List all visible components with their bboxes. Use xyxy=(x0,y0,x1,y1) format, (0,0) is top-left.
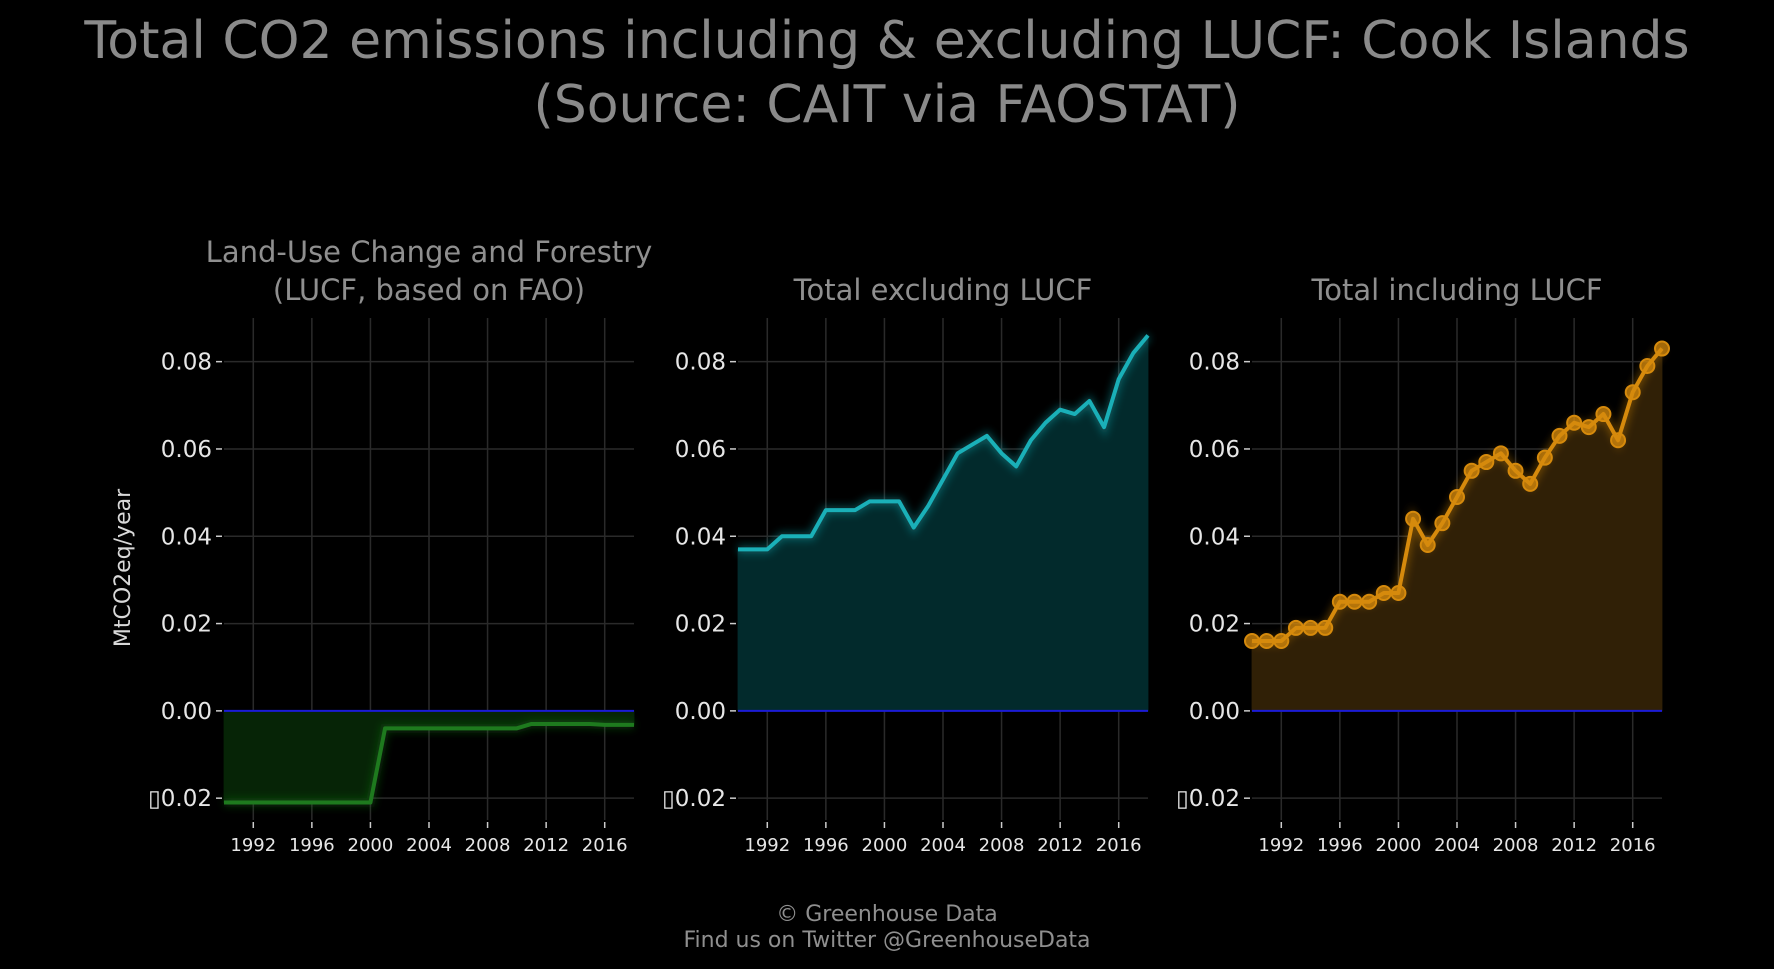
data-point xyxy=(1361,593,1378,610)
chart-panels: ▯0.02 0.00 0.02 0.04 0.06 0.08 1992 1996 2000 200… xyxy=(111,235,1670,856)
y-tick-label: 0.02 xyxy=(675,612,726,638)
x-tick-label: 2004 xyxy=(406,835,452,856)
y-tick-label: 0.00 xyxy=(675,699,726,725)
x-tick-label: 1996 xyxy=(803,835,849,856)
x-tick-label: 1996 xyxy=(1317,835,1363,856)
data-point xyxy=(1434,515,1451,532)
data-point xyxy=(1551,427,1568,444)
y-tick-label: 0.04 xyxy=(1189,524,1240,550)
data-point xyxy=(1566,414,1583,431)
data-point xyxy=(1375,585,1392,602)
x-tick-label: 2000 xyxy=(862,835,908,856)
x-tick-label: 2012 xyxy=(523,835,569,856)
x-tick-label: 2008 xyxy=(979,835,1025,856)
x-tick-label: 2000 xyxy=(348,835,394,856)
x-tick-label: 1996 xyxy=(289,835,335,856)
series-line xyxy=(224,721,634,805)
y-tick-label: 0.04 xyxy=(675,524,726,550)
y-tick-label: 0.00 xyxy=(161,699,212,725)
y-tick-label: ▯0.02 xyxy=(148,786,212,812)
figure-title-line1: Total CO2 emissions including & excludin… xyxy=(83,11,1689,71)
x-tick-label: 1992 xyxy=(744,835,790,856)
x-tick-label: 2012 xyxy=(1037,835,1083,856)
x-tick-label: 2004 xyxy=(1434,835,1480,856)
x-tick-label: 2008 xyxy=(465,835,511,856)
y-tick-label: 0.06 xyxy=(1189,437,1240,463)
y-tick-label: 0.02 xyxy=(1189,612,1240,638)
data-point xyxy=(1317,619,1334,636)
footer-twitter: Find us on Twitter @GreenhouseData xyxy=(683,928,1090,953)
data-point xyxy=(1492,445,1509,462)
data-point xyxy=(1595,406,1612,423)
y-tick-label: ▯0.02 xyxy=(662,786,726,812)
y-tick-label: 0.06 xyxy=(161,437,212,463)
y-tick-label: 0.04 xyxy=(161,524,212,550)
y-tick-label: 0.08 xyxy=(1189,350,1240,376)
x-tick-label: 1992 xyxy=(230,835,276,856)
data-point xyxy=(1478,454,1495,471)
data-point xyxy=(1419,536,1436,553)
panel-title-line1: Total excluding LUCF xyxy=(793,273,1093,307)
data-point xyxy=(1273,633,1290,650)
x-tick-label: 2016 xyxy=(582,835,628,856)
x-tick-label: 2008 xyxy=(1493,835,1539,856)
data-point xyxy=(1287,619,1304,636)
y-tick-label: 0.08 xyxy=(161,350,212,376)
y-tick-label: ▯0.02 xyxy=(1176,786,1240,812)
figure-title-line2: (Source: CAIT via FAOSTAT) xyxy=(533,75,1240,135)
data-point xyxy=(1507,462,1524,479)
x-tick-label: 2004 xyxy=(920,835,966,856)
data-point xyxy=(1463,462,1480,479)
data-point xyxy=(1639,358,1656,375)
y-tick-label: 0.08 xyxy=(675,350,726,376)
x-tick-label: 2016 xyxy=(1610,835,1656,856)
series-line xyxy=(738,334,1150,552)
panel-3: ▯0.02 0.00 0.02 0.04 0.06 0.08 1992 1996 2000 200… xyxy=(1176,273,1670,856)
footer-copyright: © Greenhouse Data xyxy=(776,902,997,927)
y-tick-label: 0.00 xyxy=(1189,699,1240,725)
y-tick-label: 0.02 xyxy=(161,612,212,638)
data-point xyxy=(1405,510,1422,527)
y-axis-label: MtCO2eq/year xyxy=(111,488,136,647)
x-tick-label: 1992 xyxy=(1258,835,1304,856)
x-tick-label: 2012 xyxy=(1551,835,1597,856)
data-point xyxy=(1536,449,1553,466)
data-point xyxy=(1580,419,1597,436)
data-point xyxy=(1449,488,1465,505)
y-tick-label: 0.06 xyxy=(675,437,726,463)
data-point xyxy=(1331,593,1348,610)
data-point xyxy=(1244,633,1260,650)
panel-title-line1: Land-Use Change and Forestry xyxy=(206,235,653,269)
x-tick-label: 2016 xyxy=(1096,835,1142,856)
data-point xyxy=(1654,340,1670,357)
x-tick-label: 2000 xyxy=(1376,835,1422,856)
data-point xyxy=(1346,593,1363,610)
data-point xyxy=(1258,633,1275,650)
data-point xyxy=(1302,619,1319,636)
data-point xyxy=(1610,432,1627,449)
panel-title-line1: Total including LUCF xyxy=(1310,273,1602,307)
data-point xyxy=(1390,585,1407,602)
panel-1: ▯0.02 0.00 0.02 0.04 0.06 0.08 1992 1996 2000 200… xyxy=(111,235,652,856)
panel-title-line2: (LUCF, based on FAO) xyxy=(273,273,585,307)
data-point xyxy=(1522,475,1539,492)
panel-2: ▯0.02 0.00 0.02 0.04 0.06 0.08 1992 1996 2000 200… xyxy=(662,273,1152,856)
data-point xyxy=(1624,384,1641,401)
